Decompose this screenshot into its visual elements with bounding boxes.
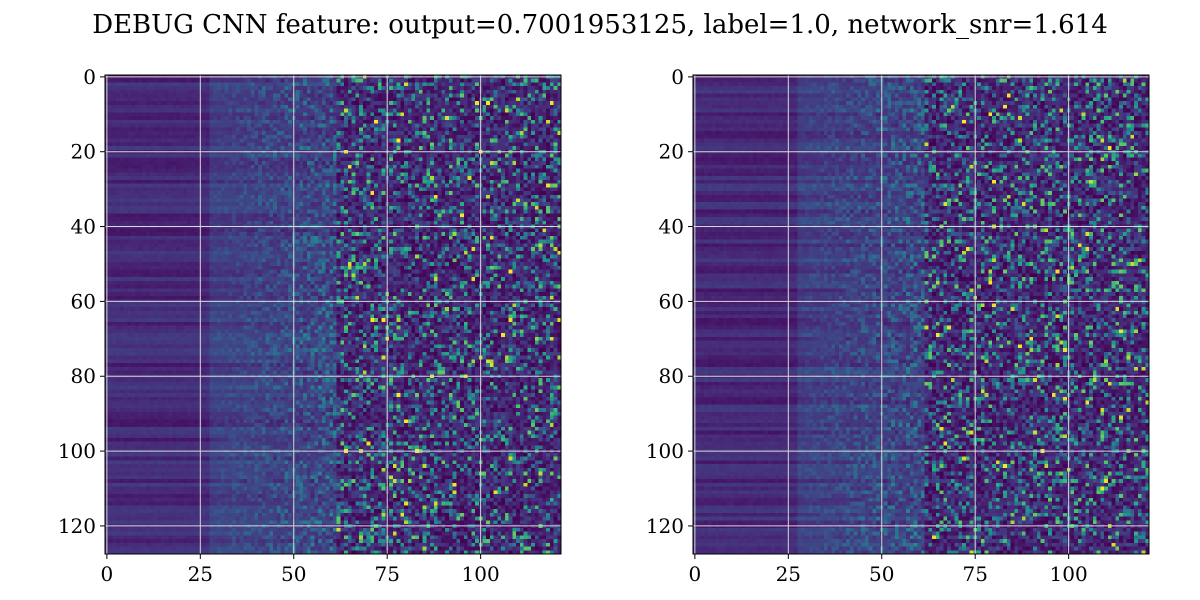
x-tick-label: 25 bbox=[188, 562, 213, 586]
heatmap-panel-left: 0 25 50 75 100 0 20 40 60 80 100 120 bbox=[58, 65, 562, 586]
y-tick-label: 120 bbox=[646, 514, 684, 538]
y-tick-label: 120 bbox=[58, 514, 96, 538]
y-tick-label: 0 bbox=[671, 65, 684, 89]
y-tick-label: 40 bbox=[71, 215, 96, 239]
x-tick-label: 0 bbox=[101, 562, 114, 586]
y-tick-label: 60 bbox=[71, 289, 96, 313]
y-tick-label: 20 bbox=[71, 140, 96, 164]
y-tick-label: 20 bbox=[659, 140, 684, 164]
y-tick-label: 40 bbox=[659, 215, 684, 239]
y-tick-label: 100 bbox=[646, 439, 684, 463]
axes-frame bbox=[104, 74, 562, 555]
x-tick-label: 50 bbox=[869, 562, 894, 586]
x-tick-label: 100 bbox=[1050, 562, 1088, 586]
x-tick-label: 0 bbox=[689, 562, 702, 586]
x-tick-label: 75 bbox=[374, 562, 399, 586]
y-tick-label: 80 bbox=[71, 364, 96, 388]
axes-frame bbox=[692, 74, 1150, 555]
heatmap-panel-right: 0 25 50 75 100 0 20 40 60 80 100 120 bbox=[646, 65, 1150, 586]
x-tick-label: 100 bbox=[462, 562, 500, 586]
x-tick-label: 75 bbox=[962, 562, 987, 586]
y-tick-label: 0 bbox=[83, 65, 96, 89]
x-tick-label: 25 bbox=[776, 562, 801, 586]
y-tick-label: 60 bbox=[659, 289, 684, 313]
y-tick-label: 80 bbox=[659, 364, 684, 388]
heatmap-cells bbox=[105, 75, 561, 554]
heatmap-cells bbox=[693, 75, 1149, 554]
x-tick-label: 50 bbox=[281, 562, 306, 586]
y-tick-label: 100 bbox=[58, 439, 96, 463]
figure-title: DEBUG CNN feature: output=0.7001953125, … bbox=[92, 10, 1108, 40]
